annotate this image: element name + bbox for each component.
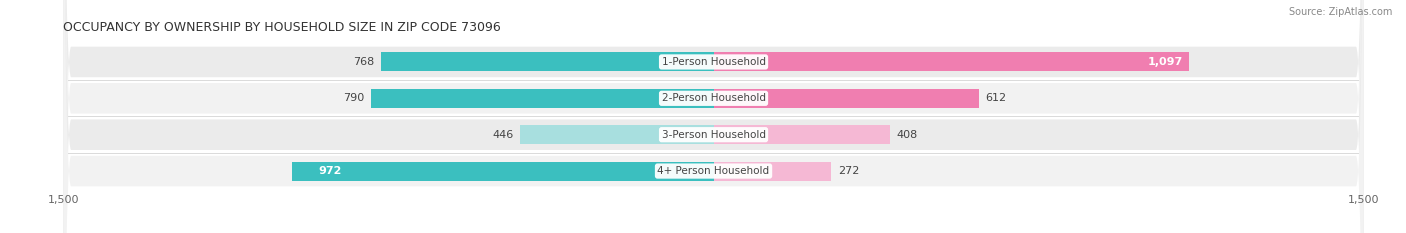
Text: 790: 790	[343, 93, 364, 103]
Text: 1-Person Household: 1-Person Household	[662, 57, 765, 67]
Bar	[381, 52, 713, 71]
Text: Source: ZipAtlas.com: Source: ZipAtlas.com	[1288, 7, 1392, 17]
Bar	[713, 125, 890, 144]
Text: 972: 972	[318, 166, 342, 176]
Text: 1,097: 1,097	[1147, 57, 1182, 67]
Text: 4+ Person Household: 4+ Person Household	[658, 166, 769, 176]
Bar	[713, 162, 831, 181]
Text: 408: 408	[897, 130, 918, 140]
Text: 446: 446	[492, 130, 513, 140]
Text: 3-Person Household: 3-Person Household	[662, 130, 765, 140]
FancyBboxPatch shape	[63, 0, 1364, 233]
Text: OCCUPANCY BY OWNERSHIP BY HOUSEHOLD SIZE IN ZIP CODE 73096: OCCUPANCY BY OWNERSHIP BY HOUSEHOLD SIZE…	[63, 21, 501, 34]
Text: 768: 768	[353, 57, 374, 67]
Bar	[713, 89, 979, 108]
Bar	[292, 162, 713, 181]
Bar	[713, 52, 1189, 71]
Text: 272: 272	[838, 166, 859, 176]
Bar	[371, 89, 713, 108]
FancyBboxPatch shape	[63, 0, 1364, 233]
Text: 2-Person Household: 2-Person Household	[662, 93, 765, 103]
Text: 612: 612	[986, 93, 1007, 103]
FancyBboxPatch shape	[63, 0, 1364, 233]
Bar	[520, 125, 713, 144]
FancyBboxPatch shape	[63, 0, 1364, 233]
